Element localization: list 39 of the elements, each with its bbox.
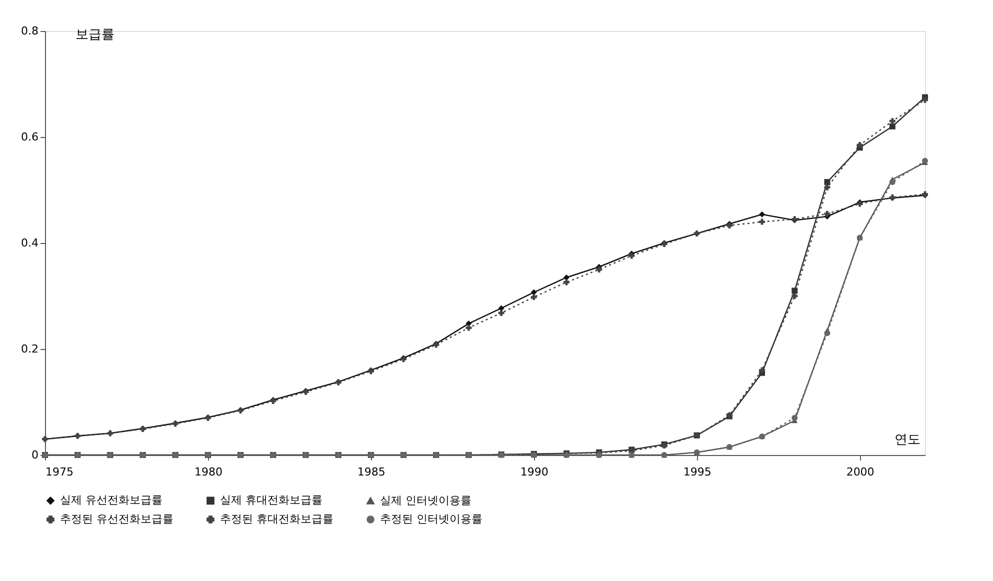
y-tick-label: 0.8 (21, 24, 38, 38)
point (824, 184, 830, 190)
x-tick-label: 1995 (683, 466, 712, 478)
point (824, 179, 830, 186)
point (563, 279, 570, 286)
legend-label: 실제 유선전화보급률 (60, 494, 162, 507)
x-tick-label: 1980 (194, 466, 222, 478)
point (824, 330, 830, 336)
point (824, 210, 830, 217)
point (856, 142, 863, 148)
x-tick-label: 1975 (46, 466, 74, 478)
y-axis-title: 보급률 (76, 28, 114, 42)
point (922, 96, 928, 103)
point (759, 211, 766, 218)
point (498, 310, 504, 316)
point (889, 118, 896, 124)
legend-label: 추정된 유선전화보급률 (60, 512, 174, 526)
point (466, 324, 472, 331)
point (759, 367, 766, 374)
legend-label: 실제 인터넷이용률 (380, 494, 472, 507)
legend-label: 추정된 휴대전화보급률 (220, 512, 334, 526)
y-tick-label: 0.6 (21, 130, 38, 144)
point (759, 218, 766, 225)
point (792, 414, 798, 421)
y-tick-label: 0.4 (21, 236, 38, 250)
y-tick-label: 0 (32, 448, 38, 462)
x-tick-label: 2000 (846, 466, 874, 478)
x-axis-title: 연도 (894, 432, 920, 448)
point (596, 266, 602, 272)
point (889, 179, 896, 186)
x-tick-label: 1985 (357, 466, 386, 478)
point (792, 288, 798, 294)
point (889, 123, 896, 130)
point (792, 293, 798, 299)
legend-label: 실제 휴대전화보급률 (220, 494, 322, 507)
legend-label: 추정된 인터넷이용률 (380, 512, 482, 526)
x-tick-label: 1990 (520, 466, 548, 478)
y-tick-label: 0.2 (21, 342, 38, 356)
point (530, 294, 537, 300)
